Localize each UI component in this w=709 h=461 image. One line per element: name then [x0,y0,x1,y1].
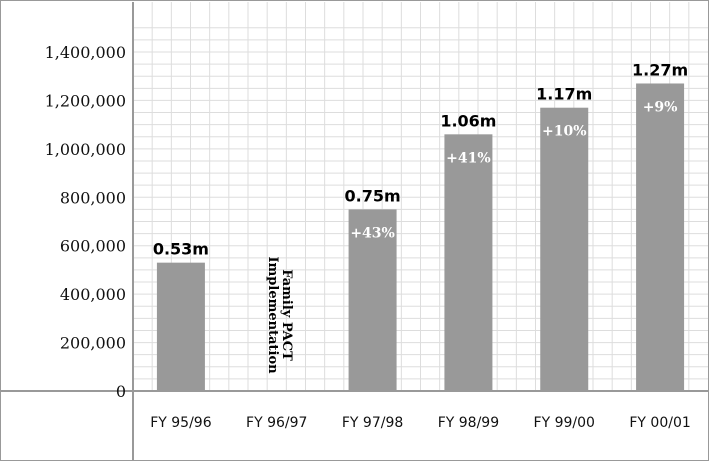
y-tick-label: 1,000,000 [45,140,126,159]
y-tick-label: 600,000 [60,237,126,256]
x-tick-label: FY 99/00 [534,415,595,431]
bar [156,262,205,391]
bar [348,209,397,391]
bars [156,83,685,392]
y-tick-label: 400,000 [60,285,126,304]
x-tick-labels: FY 95/96 FY 96/97 FY 97/98 FY 98/99 FY 99/00… [150,415,691,431]
value-label: 0.53m [153,240,209,259]
annotation-line: Implementation [265,256,280,374]
bar [636,83,685,391]
x-tick-label: FY 98/99 [438,415,499,431]
value-label: 1.27m [632,60,688,79]
y-tick-label: 200,000 [60,334,126,353]
x-tick-label: FY 97/98 [342,415,403,431]
growth-label: +41% [446,150,491,166]
value-label: 1.06m [440,111,496,130]
bar [444,134,493,392]
annotation-line: Family PACT [279,269,294,361]
x-tick-label: FY 95/96 [150,415,211,431]
y-tick-label: 800,000 [60,188,126,207]
growth-label: +10% [542,124,587,140]
value-label: 1.17m [536,85,592,104]
growth-label: +9% [643,99,678,115]
value-label: 0.75m [345,186,401,205]
y-tick-label: 0 [116,382,126,401]
growth-label: +43% [350,225,395,241]
annotations: 0.53m 0.75m +43% 1.06m +41% 1.17m +10% 1.27m +9%… [153,60,688,374]
y-tick-label: 1,400,000 [45,43,126,62]
bar [540,107,589,391]
x-tick-label: FY 96/97 [246,415,307,431]
y-tick-labels: 0 200,000 400,000 600,000 800,000 1,000,000 1,… [45,43,126,401]
x-tick-label: FY 00/01 [629,415,690,431]
y-tick-label: 1,200,000 [45,91,126,110]
